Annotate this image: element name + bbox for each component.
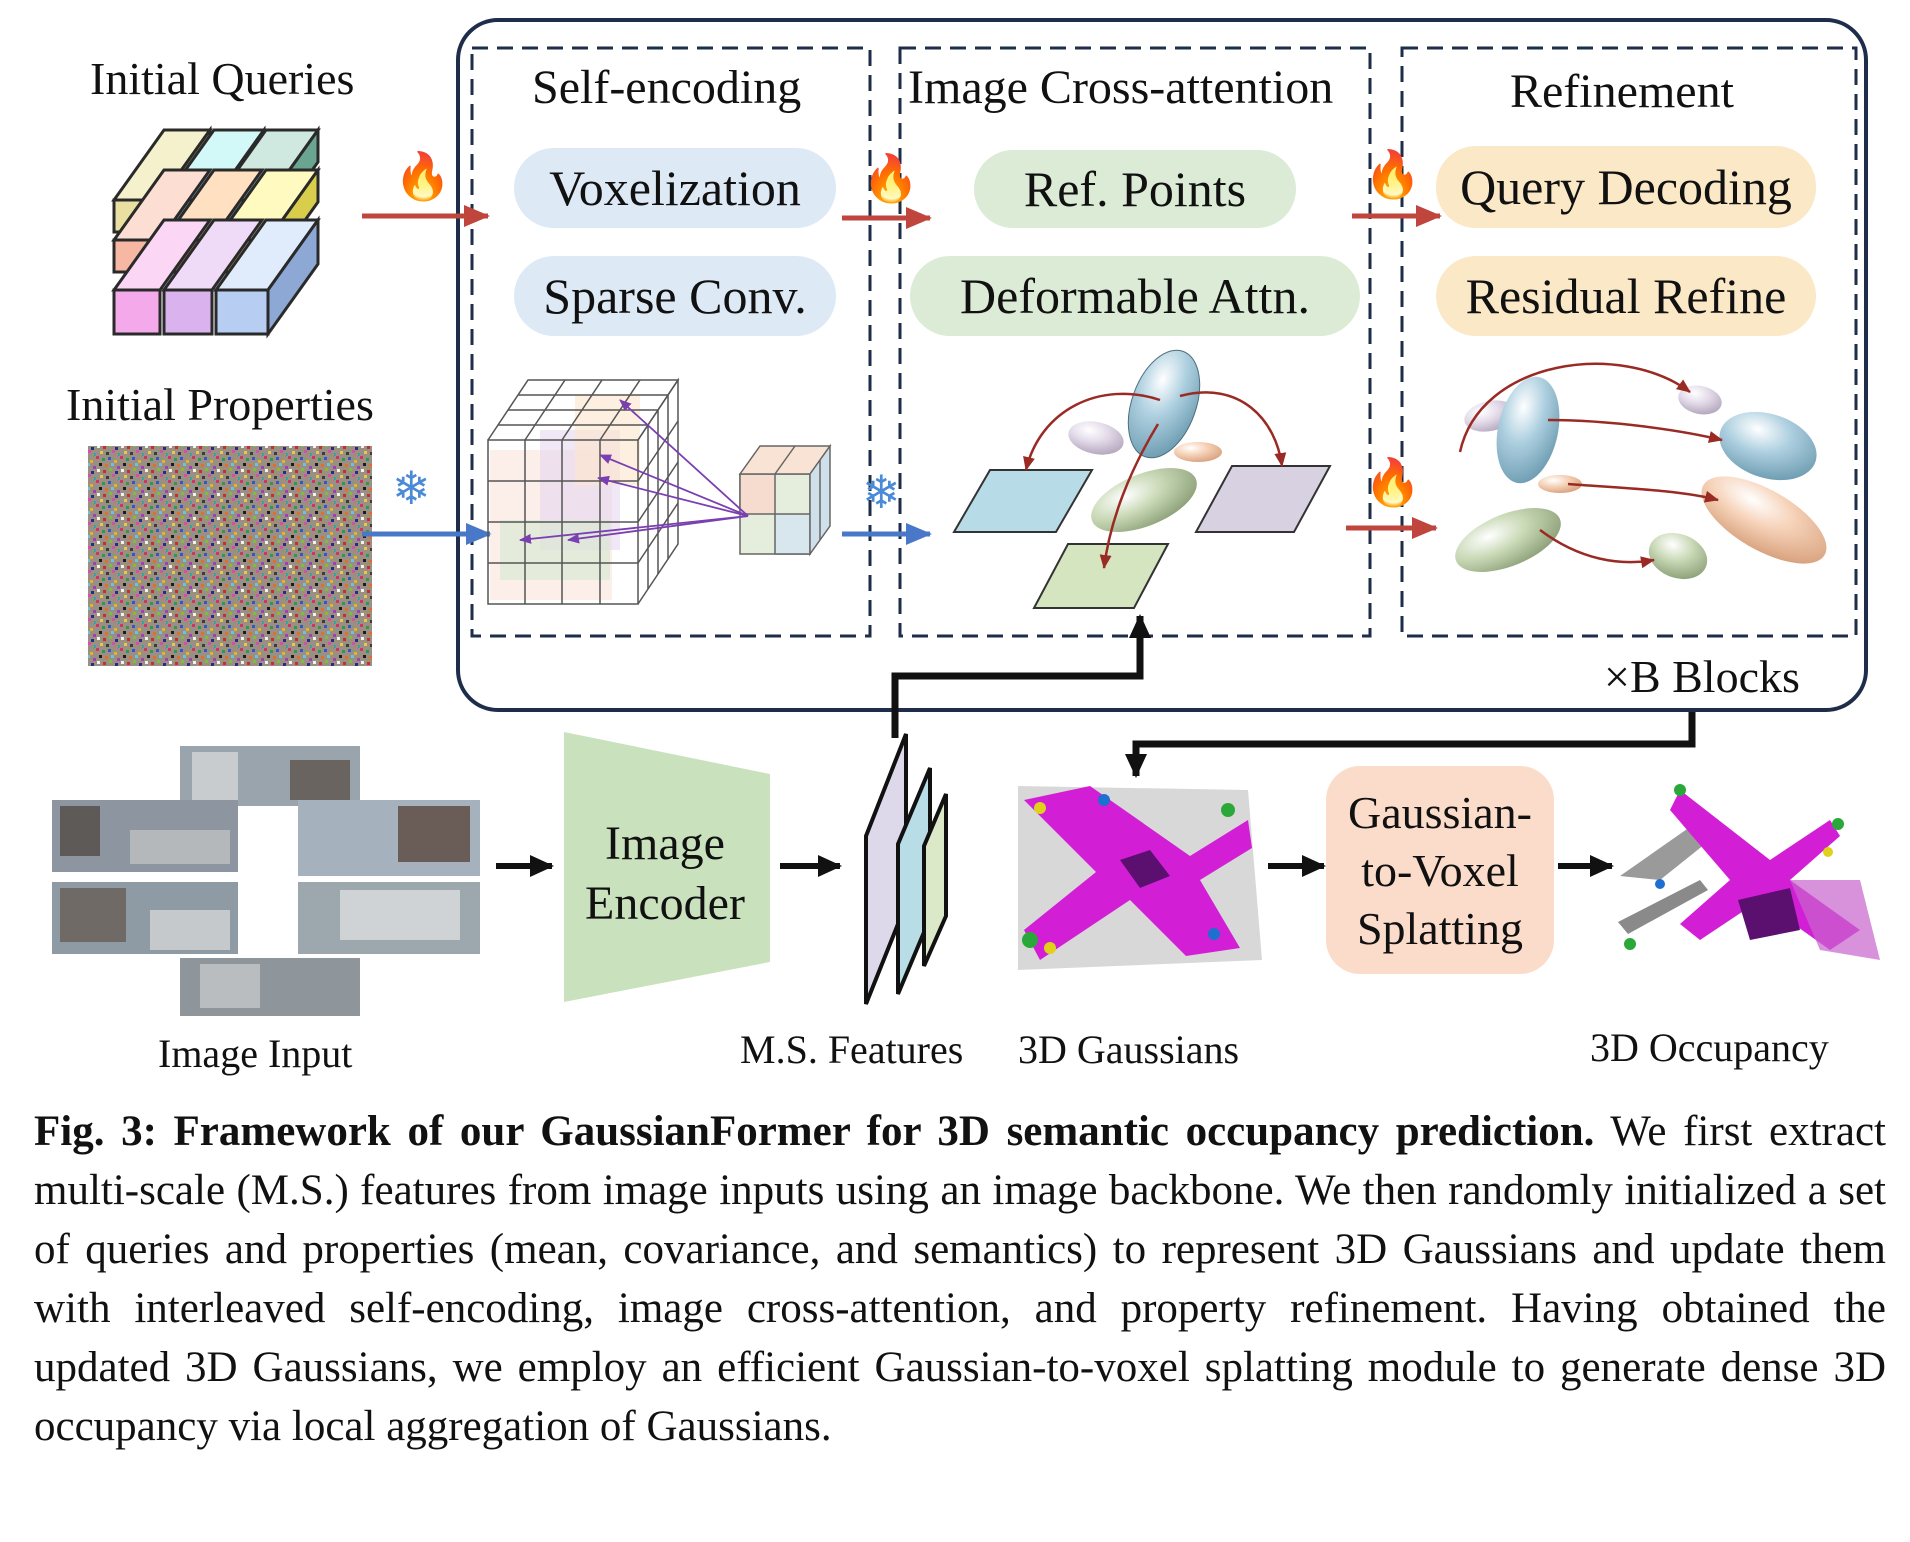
splatting-block [1326, 766, 1554, 974]
gaussian-ellipsoid [1174, 442, 1222, 462]
gaussians-point-cloud [1018, 786, 1262, 970]
snowflake-icon: ❄ [392, 463, 431, 514]
splatting-label: Gaussian- to-Voxel Splatting [1326, 784, 1554, 958]
feature-plane-bottom [1032, 543, 1170, 609]
image-encoder-line1: Image [605, 817, 725, 870]
blocks-to-gaussians-arrow [1125, 712, 1696, 778]
ref-points-pill: Ref. Points [974, 150, 1296, 228]
initial-properties-label: Initial Properties [66, 379, 374, 430]
self-encoding-title: Self-encoding [532, 61, 802, 114]
image-encoder-block [564, 732, 770, 1002]
gaussian-ellipsoid [1719, 411, 1817, 481]
caption-body: We first extract multi-scale (M.S.) feat… [34, 1108, 1886, 1450]
fire-icon: 🔥 [862, 153, 920, 204]
image-encoder-label: Image Encoder [580, 814, 750, 934]
gaussian-ellipsoid [1496, 376, 1560, 484]
caption-bold-title: Framework of our GaussianFormer for 3D s… [173, 1108, 1595, 1155]
splatting-line3: Splatting [1356, 903, 1524, 954]
gaussian-ellipsoid [1648, 532, 1708, 580]
features-to-attention-arrow [891, 614, 1151, 738]
gaussian-ellipsoid [1091, 468, 1197, 532]
initial-properties-noise [88, 446, 372, 666]
occupancy-voxels [1618, 784, 1880, 960]
gaussian-ellipsoid [1538, 475, 1582, 493]
refinement-box [1400, 46, 1858, 638]
ms-feature-maps [864, 733, 948, 1005]
image-input-views [52, 746, 480, 1016]
framework-diagram [52, 18, 1880, 1016]
gaussians-label: 3D Gaussians [1018, 1027, 1240, 1072]
splatting-line2: to-Voxel [1361, 845, 1519, 896]
cross-attention-title: Image Cross-attention [908, 61, 1334, 114]
sparse-conv-pill: Sparse Conv. [514, 256, 836, 336]
gaussian-ellipsoid [1455, 508, 1561, 572]
voxel-grid [487, 377, 832, 605]
cross-attention-box [898, 46, 1372, 638]
voxelization-pill: Voxelization [514, 148, 836, 228]
residual-refine-pill: Residual Refine [1436, 256, 1816, 336]
initial-queries-icon [111, 125, 321, 339]
blocks-container [456, 18, 1868, 712]
caption-figure-label: Fig. 3: [34, 1108, 157, 1155]
blocks-count-label: ×B Blocks [1604, 651, 1800, 702]
snowflake-icon: ❄ [862, 467, 901, 518]
initial-queries-label: Initial Queries [90, 53, 355, 104]
refinement-illustration [1455, 362, 1827, 580]
fire-icon: 🔥 [1364, 149, 1422, 200]
feature-plane-left [952, 469, 1094, 533]
ms-features-label: M.S. Features [740, 1027, 964, 1072]
cross-attention-illustration [952, 349, 1332, 609]
self-encoding-box [470, 46, 872, 638]
gaussian-ellipsoid [1068, 421, 1124, 455]
figure-caption: Fig. 3: Framework of our GaussianFormer … [34, 1102, 1886, 1456]
deformable-attn-pill: Deformable Attn. [910, 256, 1360, 336]
feature-plane-right [1194, 465, 1332, 533]
fire-icon: 🔥 [394, 151, 452, 202]
image-encoder-line2: Encoder [585, 877, 745, 930]
image-input-label: Image Input [158, 1031, 353, 1076]
occupancy-label: 3D Occupancy [1590, 1025, 1829, 1070]
refinement-title: Refinement [1510, 65, 1734, 118]
query-decoding-pill: Query Decoding [1436, 146, 1816, 228]
splatting-line1: Gaussian- [1348, 787, 1532, 838]
gaussian-ellipsoid [1127, 349, 1201, 459]
gaussian-ellipsoid [1701, 476, 1827, 564]
fire-icon: 🔥 [1364, 457, 1422, 508]
